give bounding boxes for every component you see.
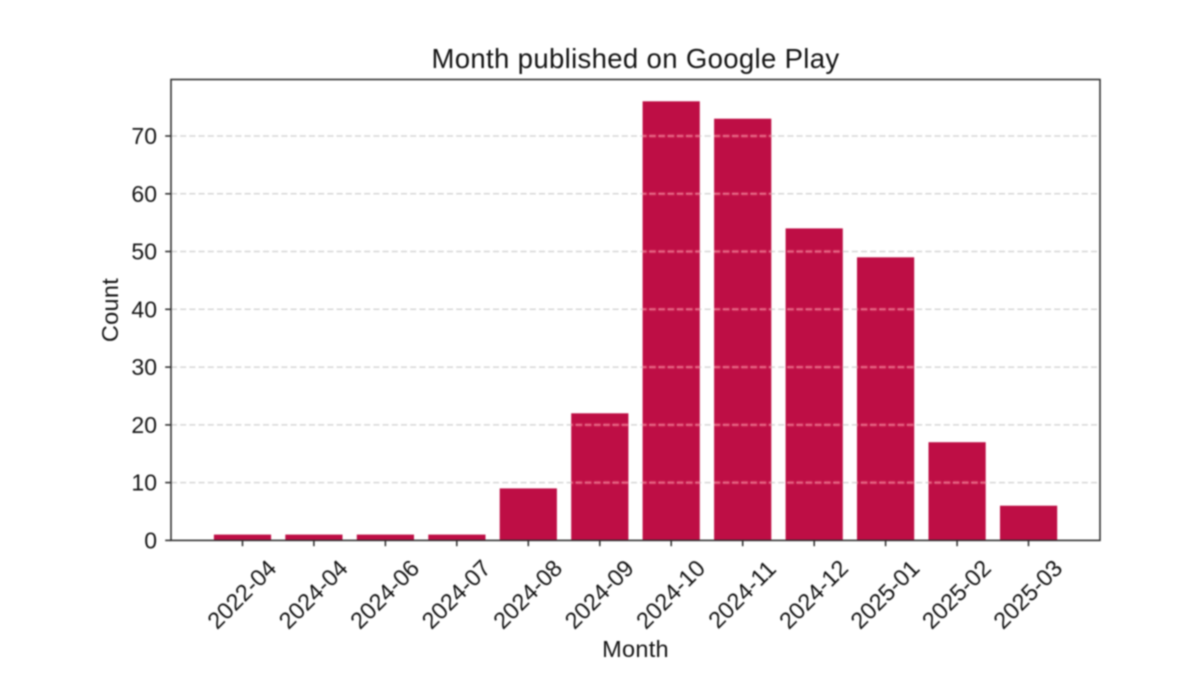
- svg-text:50: 50: [131, 239, 157, 265]
- svg-text:60: 60: [131, 181, 157, 207]
- svg-text:Month: Month: [602, 636, 669, 662]
- svg-text:Month published on Google Play: Month published on Google Play: [432, 43, 840, 74]
- svg-text:10: 10: [131, 470, 157, 496]
- svg-text:20: 20: [131, 412, 157, 438]
- svg-text:40: 40: [131, 296, 157, 322]
- svg-text:Count: Count: [97, 278, 123, 342]
- svg-text:0: 0: [144, 527, 157, 553]
- svg-text:30: 30: [131, 354, 157, 380]
- svg-text:70: 70: [131, 123, 157, 149]
